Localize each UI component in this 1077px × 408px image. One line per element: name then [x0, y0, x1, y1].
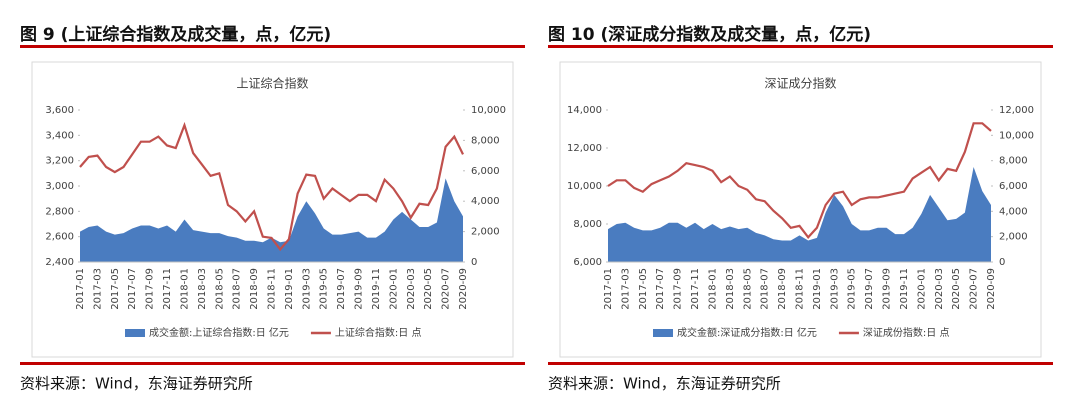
x-tick-label: 2019-05 — [319, 268, 330, 310]
x-tick-label: 2017-07 — [127, 268, 138, 310]
x-tick-label: 2018-05 — [742, 268, 753, 310]
x-tick-label: 2019-01 — [812, 268, 823, 310]
y-tick-label: 12,000 — [567, 143, 602, 154]
y2-tick-label: 8,000 — [999, 156, 1028, 167]
y-tick-label: 3,200 — [45, 156, 74, 167]
y2-tick-label: 4,000 — [471, 196, 500, 207]
legend-label: 上证综合指数:日 点 — [335, 326, 422, 339]
x-tick-label: 2020-07 — [441, 268, 452, 310]
source-note: 资料来源：Wind，东海证券研究所 — [548, 375, 781, 393]
legend-swatch — [653, 329, 673, 337]
y-tick-label: 10,000 — [567, 181, 602, 192]
figure-heading: 图 9 (上证综合指数及成交量，点，亿元) — [20, 24, 331, 45]
y-tick-label: 3,000 — [45, 181, 74, 192]
x-tick-label: 2020-01 — [916, 268, 927, 310]
legend-swatch — [125, 329, 145, 337]
index-line — [79, 121, 464, 252]
x-tick-label: 2017-09 — [673, 268, 684, 310]
x-tick-label: 2020-07 — [969, 268, 980, 310]
legend-label: 成交金额:上证综合指数:日 亿元 — [149, 326, 289, 339]
x-tick-label: 2020-03 — [934, 268, 945, 310]
x-tick-label: 2018-01 — [179, 268, 190, 310]
x-tick-label: 2019-11 — [899, 268, 910, 310]
y2-tick-label: 10,000 — [999, 130, 1034, 141]
x-tick-label: 2020-01 — [388, 268, 399, 310]
x-tick-label: 2018-11 — [267, 268, 278, 310]
y2-tick-label: 10,000 — [471, 105, 506, 116]
x-tick-label: 2020-03 — [406, 268, 417, 310]
index-line — [607, 122, 992, 240]
source-rule — [548, 362, 1053, 365]
x-tick-label: 2019-11 — [371, 268, 382, 310]
x-tick-label: 2018-11 — [795, 268, 806, 310]
legend-label: 深证成份指数:日 点 — [863, 326, 950, 339]
y2-tick-label: 6,000 — [471, 166, 500, 177]
x-tick-label: 2018-05 — [214, 268, 225, 310]
chart-frame — [559, 61, 1042, 358]
x-tick-label: 2019-01 — [284, 268, 295, 310]
x-tick-label: 2017-01 — [603, 268, 614, 310]
x-tick-label: 2018-09 — [249, 268, 260, 310]
y2-tick-label: 0 — [471, 257, 477, 268]
volume-area — [80, 178, 463, 262]
x-tick-label: 2019-03 — [301, 268, 312, 310]
chart-title: 上证综合指数 — [236, 76, 308, 91]
x-tick-label: 2017-11 — [690, 268, 701, 310]
chart-frame — [31, 61, 514, 358]
chart-title: 深证成分指数 — [764, 76, 836, 91]
x-tick-label: 2020-09 — [986, 268, 997, 310]
y2-tick-label: 12,000 — [999, 105, 1034, 116]
y2-tick-label: 8,000 — [471, 135, 500, 146]
x-tick-label: 2017-03 — [92, 268, 103, 310]
x-tick-label: 2019-07 — [336, 268, 347, 310]
x-tick-label: 2018-07 — [760, 268, 771, 310]
x-tick-label: 2017-03 — [620, 268, 631, 310]
x-tick-label: 2019-09 — [354, 268, 365, 310]
x-tick-label: 2018-09 — [777, 268, 788, 310]
x-tick-label: 2019-03 — [829, 268, 840, 310]
x-tick-label: 2017-05 — [110, 268, 121, 310]
y-tick-label: 6,000 — [573, 257, 602, 268]
y2-tick-label: 0 — [999, 257, 1005, 268]
y-tick-label: 2,800 — [45, 206, 74, 217]
y2-tick-label: 6,000 — [999, 181, 1028, 192]
x-tick-label: 2018-03 — [197, 268, 208, 310]
x-tick-label: 2017-05 — [638, 268, 649, 310]
x-tick-label: 2019-09 — [882, 268, 893, 310]
y2-tick-label: 2,000 — [471, 227, 500, 238]
source-note: 资料来源：Wind，东海证券研究所 — [20, 375, 253, 393]
x-tick-label: 2018-01 — [707, 268, 718, 310]
y-tick-label: 8,000 — [573, 219, 602, 230]
legend-label: 成交金额:深证成分指数:日 亿元 — [677, 326, 817, 339]
figure-heading: 图 10 (深证成分指数及成交量，点，亿元) — [548, 24, 871, 45]
x-tick-label: 2017-09 — [145, 268, 156, 310]
x-tick-label: 2017-07 — [655, 268, 666, 310]
x-tick-label: 2019-07 — [864, 268, 875, 310]
heading-rule — [548, 45, 1053, 48]
heading-rule — [20, 45, 525, 48]
x-tick-label: 2019-05 — [847, 268, 858, 310]
x-tick-label: 2017-01 — [75, 268, 86, 310]
source-rule — [20, 362, 525, 365]
x-tick-label: 2018-03 — [725, 268, 736, 310]
y-tick-label: 2,600 — [45, 232, 74, 243]
y-tick-label: 3,400 — [45, 130, 74, 141]
x-tick-label: 2020-09 — [458, 268, 469, 310]
x-tick-label: 2020-05 — [951, 268, 962, 310]
y-tick-label: 14,000 — [567, 105, 602, 116]
volume-area — [608, 167, 991, 262]
x-tick-label: 2018-07 — [232, 268, 243, 310]
y-tick-label: 3,600 — [45, 105, 74, 116]
y2-tick-label: 4,000 — [999, 206, 1028, 217]
y2-tick-label: 2,000 — [999, 232, 1028, 243]
x-tick-label: 2020-05 — [423, 268, 434, 310]
y-tick-label: 2,400 — [45, 257, 74, 268]
x-tick-label: 2017-11 — [162, 268, 173, 310]
